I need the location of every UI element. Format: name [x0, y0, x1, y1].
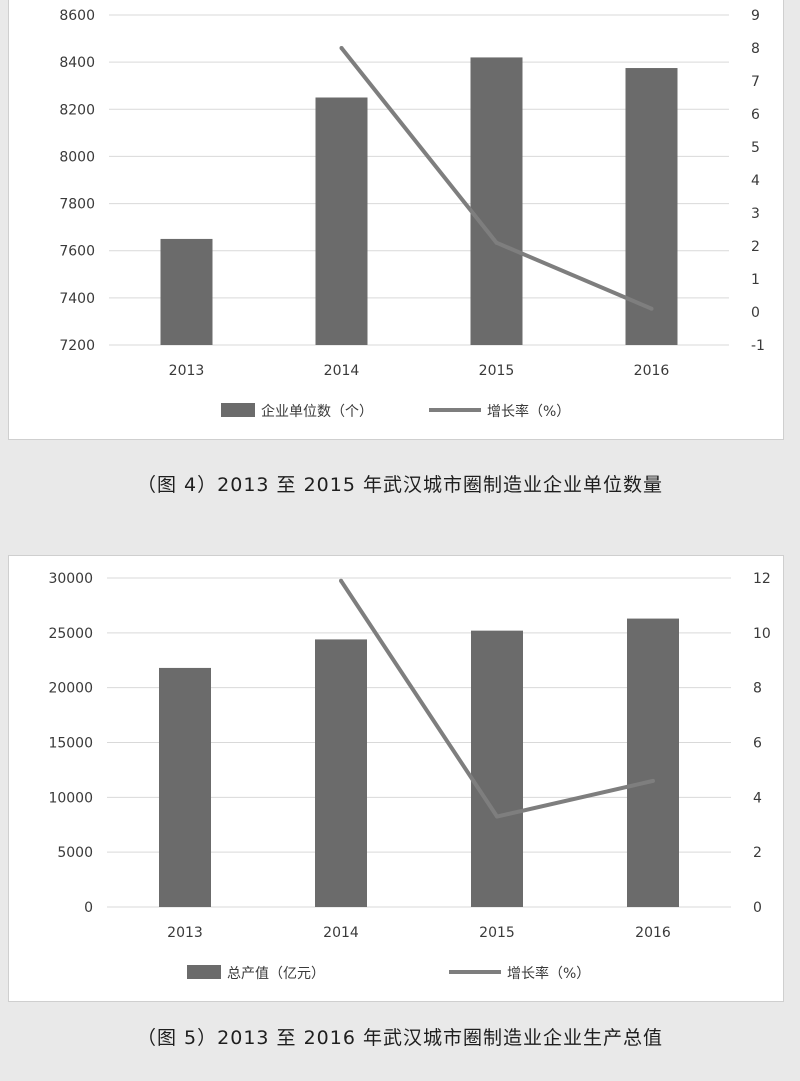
y2-tick-label: 9	[751, 8, 760, 24]
x-tick-label: 2014	[323, 925, 359, 941]
growth-rate-point	[651, 778, 655, 783]
x-tick-label: 2013	[169, 363, 205, 379]
x-tick-label: 2015	[479, 925, 515, 941]
growth-rate-point	[649, 306, 654, 311]
bar-2015	[471, 630, 523, 907]
y2-tick-label: 12	[753, 571, 771, 587]
y2-tick-label: 1	[751, 272, 760, 288]
y-tick-label: 15000	[48, 736, 93, 752]
bar-2013	[159, 667, 211, 907]
growth-rate-point	[495, 814, 499, 819]
y-tick-label: 8600	[59, 8, 95, 24]
chart-2-caption: （图 5）2013 至 2016 年武汉城市圈制造业企业生产总值	[137, 1027, 663, 1049]
y-tick-label: 10000	[48, 790, 93, 806]
y-tick-label: 8400	[59, 55, 95, 71]
growth-rate-point	[339, 46, 344, 50]
bar-2015	[470, 57, 523, 346]
y2-tick-label: 5	[751, 140, 760, 156]
y-tick-label: 7400	[59, 291, 95, 307]
legend-line-label: 增长率（%）	[507, 965, 590, 982]
y-tick-label: 7600	[59, 244, 95, 260]
y2-tick-label: -1	[751, 338, 765, 354]
bar-2016	[625, 68, 678, 346]
growth-rate-point	[494, 240, 499, 245]
y2-tick-label: 8	[751, 41, 760, 57]
y2-tick-label: 4	[753, 790, 762, 806]
x-tick-label: 2016	[634, 363, 670, 379]
y-tick-label: 8000	[59, 149, 95, 165]
y2-tick-label: 0	[753, 900, 762, 916]
y2-tick-label: 6	[751, 107, 760, 123]
y-tick-label: 7800	[59, 197, 95, 213]
chart-2: 30000 25000 20000 15000 10000 5000 0 12 10 8 6 4 2 0 2…	[48, 571, 771, 982]
y2-tick-label: 4	[751, 173, 760, 189]
legend-bar-label: 企业单位数（个）	[261, 403, 373, 420]
legend-bar-swatch	[221, 403, 255, 417]
chart-panel-2: 30000 25000 20000 15000 10000 5000 0 12 10 8 6 4 2 0 2…	[8, 555, 784, 1002]
y-tick-label: 25000	[48, 626, 93, 642]
y-tick-label: 8200	[59, 102, 95, 118]
x-tick-label: 2015	[479, 363, 515, 379]
y2-tick-label: 8	[753, 681, 762, 697]
y-tick-label: 20000	[48, 681, 93, 697]
chart-panel-1: 8600 8400 8200 8000 7800 7600 7400 7200 9 8 7 6 5 4 3 2…	[8, 0, 784, 440]
legend-bar-swatch	[187, 965, 221, 979]
legend-line-label: 增长率（%）	[487, 403, 570, 420]
bar-2014	[315, 639, 367, 907]
bar-2016	[627, 618, 679, 907]
chart-1: 8600 8400 8200 8000 7800 7600 7400 7200 9 8 7 6 5 4 3 2…	[59, 8, 765, 420]
legend-bar-label: 总产值（亿元）	[227, 966, 325, 982]
bar-2014	[315, 97, 368, 345]
y-tick-label: 30000	[48, 571, 93, 587]
x-tick-label: 2013	[167, 925, 203, 941]
x-tick-label: 2016	[635, 925, 671, 941]
y-tick-label: 7200	[59, 338, 95, 354]
y2-tick-label: 10	[753, 626, 771, 642]
chart-1-caption: （图 4）2013 至 2015 年武汉城市圈制造业企业单位数量	[137, 474, 663, 496]
y-tick-label: 0	[84, 900, 93, 916]
y2-tick-label: 0	[751, 305, 760, 321]
y2-tick-label: 6	[753, 736, 762, 752]
x-tick-label: 2014	[324, 363, 360, 379]
y-tick-label: 5000	[57, 845, 93, 861]
y2-tick-label: 7	[751, 74, 760, 90]
y2-tick-label: 3	[751, 206, 760, 222]
bar-2013	[160, 238, 213, 345]
y2-tick-label: 2	[751, 239, 760, 255]
y2-tick-label: 2	[753, 845, 762, 861]
growth-rate-point	[339, 578, 343, 583]
